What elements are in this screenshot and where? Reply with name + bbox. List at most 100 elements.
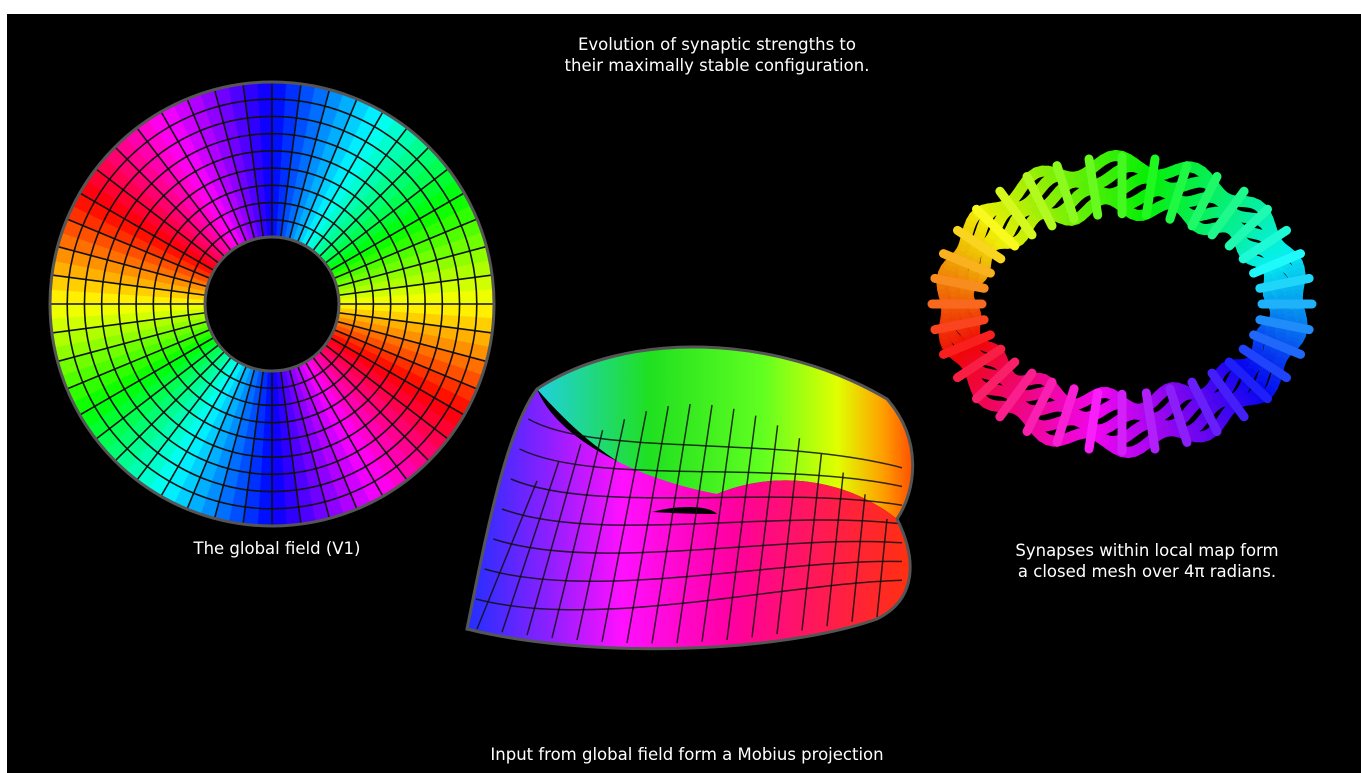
mesh-cross-link	[1238, 344, 1291, 383]
mesh-cross-link	[1224, 204, 1272, 251]
disk-spoke	[66, 328, 211, 390]
disk-spoke	[336, 245, 487, 288]
mobius-grid-line	[701, 408, 735, 643]
disk-ring	[152, 184, 392, 424]
disk-spoke	[336, 320, 487, 363]
mesh-cross-link	[1255, 315, 1314, 335]
mesh-cross-link	[930, 273, 989, 293]
figure-title-line-1: Evolution of synaptic strengths to	[577, 35, 856, 54]
synapse-mesh-caption-line-1: Synapses within local map form	[1015, 541, 1279, 560]
mesh-cross-link	[1165, 161, 1192, 224]
mobius-grid-line	[510, 478, 903, 507]
disk-ring	[118, 150, 426, 458]
disk-spoke	[136, 356, 232, 481]
mesh-cross-link	[1249, 330, 1305, 359]
mesh-cross-link	[1141, 154, 1160, 220]
mesh-cross-link	[1052, 161, 1079, 224]
disk-spoke	[312, 356, 408, 481]
disk-spoke	[213, 368, 256, 519]
disk-spoke	[338, 274, 493, 297]
mobius-grid-line	[501, 508, 903, 526]
synapse-mesh-tubes	[927, 150, 1317, 458]
mobius-grid-line	[519, 448, 903, 488]
mesh-cross-link	[1084, 154, 1103, 220]
disk-spoke	[242, 83, 265, 238]
mesh-cross-link	[1022, 172, 1057, 231]
mesh-cross-link	[1249, 249, 1305, 278]
disk-spoke	[79, 336, 215, 416]
disk-spoke	[304, 361, 384, 497]
disk-ring	[186, 218, 358, 390]
mobius-outline	[465, 345, 915, 651]
mobius-grid-line	[851, 494, 866, 622]
disk-outer-rim	[48, 80, 496, 528]
disk-spoke	[333, 218, 478, 280]
mesh-cross-link	[930, 315, 989, 335]
disk-spoke	[288, 89, 331, 240]
disk-spoke	[288, 368, 331, 519]
figure-title: Evolution of synaptic strengths to their…	[457, 34, 977, 76]
disk-spoke	[329, 336, 465, 416]
mobius-projection	[465, 345, 915, 651]
disk-spoke	[95, 344, 220, 440]
disk-ring	[169, 201, 375, 407]
disk-ring	[100, 132, 444, 476]
mesh-cross-link	[1255, 273, 1314, 293]
synapse-mesh-caption: Synapses within local map form a closed …	[937, 540, 1357, 582]
mesh-cross-link	[953, 344, 1006, 383]
disk-spoke	[304, 111, 384, 247]
disk-spoke	[160, 361, 240, 497]
disk-spoke	[186, 98, 248, 243]
figure-canvas: Evolution of synaptic strengths to their…	[7, 14, 1361, 773]
disk-spoke	[312, 127, 408, 252]
mesh-cross-link	[1165, 384, 1192, 447]
mobius-grid-line	[776, 438, 801, 635]
mesh-cross-link	[939, 330, 995, 359]
disk-spoke	[51, 274, 206, 297]
mobius-grid-line	[551, 430, 604, 639]
mobius-center-gap	[652, 506, 717, 514]
mesh-cross-link	[1141, 388, 1160, 454]
disk-spoke	[242, 370, 265, 525]
disk-spoke	[186, 365, 248, 510]
mobius-grid-line	[476, 480, 538, 630]
mesh-cross-link	[939, 249, 995, 278]
disk-ring	[66, 98, 478, 510]
mobius-grid-line	[876, 518, 888, 618]
disk-spoke	[79, 192, 215, 272]
mobius-grid-line	[526, 443, 582, 636]
disk-spoke	[333, 328, 478, 390]
disk-spoke	[296, 98, 358, 243]
disk-spoke	[114, 146, 226, 258]
mesh-cross-link	[972, 204, 1020, 251]
figure-title-line-2: their maximally stable configuration.	[564, 56, 870, 75]
mobius-grid-line	[484, 560, 903, 583]
mobius-caption: Input from global field form a Mobius pr…	[490, 745, 884, 764]
disk-center-hole	[203, 235, 341, 373]
disk-spoke	[136, 127, 232, 252]
mobius-grid-line	[493, 538, 903, 554]
disk-spoke	[324, 168, 449, 264]
mobius-grid-line	[576, 419, 626, 641]
mobius-grid-line	[475, 579, 903, 611]
disk-spoke	[318, 350, 430, 462]
disk-spoke	[114, 350, 226, 462]
mesh-cross-link	[953, 225, 1006, 264]
disk-spoke	[160, 111, 240, 247]
mobius-grid-lines	[475, 403, 903, 644]
disk-spoke	[51, 311, 206, 334]
mobius-grid-line	[527, 418, 903, 469]
disk-ring	[83, 115, 461, 493]
mesh-cross-link	[972, 357, 1020, 404]
disk-spoke	[329, 192, 465, 272]
mesh-cross-link	[1238, 225, 1291, 264]
mesh-cross-link	[1022, 377, 1057, 436]
disk-spoke	[318, 146, 430, 258]
mesh-cross-link	[995, 186, 1037, 240]
synapse-mesh-torus	[927, 150, 1317, 458]
mesh-cross-link	[1052, 384, 1079, 447]
disk-grid-lines	[50, 82, 494, 526]
disk-spoke	[66, 218, 211, 280]
disk-spoke	[324, 344, 449, 440]
disk-spoke	[213, 89, 256, 240]
